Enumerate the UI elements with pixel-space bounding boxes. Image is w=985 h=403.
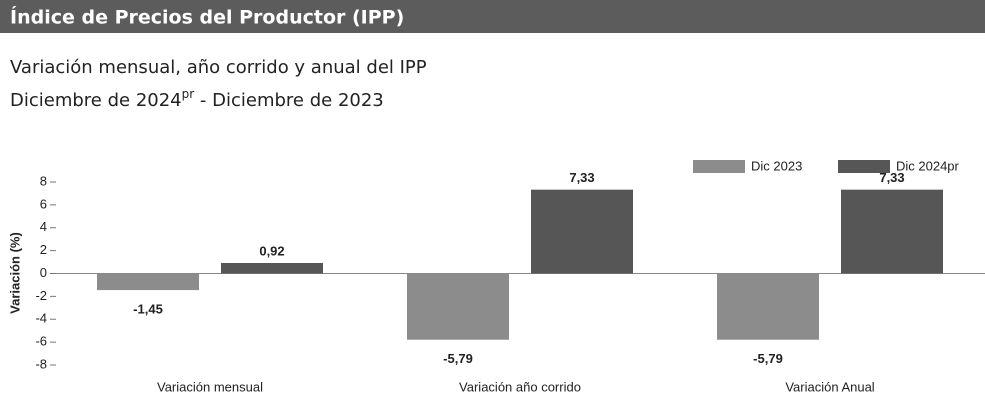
value-label: -1,45 [133,302,163,317]
chart-subtitle: Variación mensual, año corrido y anual d… [10,57,427,78]
subtitle-part: - Diciembre de 2023 [194,90,384,111]
x-tick-label: Variación Anual [785,379,874,394]
subtitle-sup: pr [182,87,195,101]
bar [841,189,943,274]
legend-label: Dic 2023 [751,158,802,173]
bar [717,273,819,340]
y-tick-label: 2 [40,242,47,257]
y-tick-label: 4 [40,219,47,234]
value-label: -5,79 [753,351,783,366]
legend-swatch [693,160,745,173]
y-tick-label: -6 [35,334,47,349]
bar [407,273,509,340]
subtitle-part: Diciembre de 2024 [10,90,182,111]
y-tick-label: -4 [35,311,47,326]
value-label: -5,79 [443,351,473,366]
legend-swatch [838,160,890,173]
y-tick-label: 6 [40,196,47,211]
bar [531,189,633,274]
y-tick-label: 0 [40,265,47,280]
header-bar [0,0,985,33]
value-label: 7,33 [569,170,594,185]
y-axis-label: Variación (%) [7,232,22,314]
value-label: 0,92 [259,243,284,258]
value-label: 7,33 [879,170,904,185]
y-tick-label: 8 [40,173,47,188]
header-title: Índice de Precios del Productor (IPP) [10,6,404,29]
legend-label: Dic 2024pr [896,158,960,173]
bar [221,262,323,274]
y-tick-label: -8 [35,356,47,371]
x-tick-label: Variación mensual [157,379,263,394]
chart-subtitle-2: Diciembre de 2024pr - Diciembre de 2023 [10,87,384,112]
bar [97,273,199,291]
y-tick-label: -2 [35,288,47,303]
x-tick-label: Variación año corrido [459,379,581,394]
